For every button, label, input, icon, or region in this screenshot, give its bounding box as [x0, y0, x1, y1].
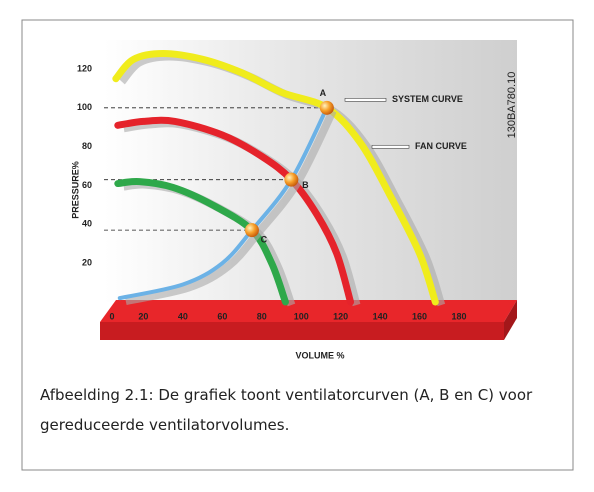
x-tick-label: 120: [333, 311, 348, 321]
point-label: C: [261, 235, 268, 245]
y-tick-label: 120: [77, 63, 92, 73]
curve: [117, 105, 329, 301]
curve: [114, 178, 289, 306]
annotation-arrow: [371, 144, 410, 149]
curve: [114, 116, 355, 306]
operating-point: [244, 223, 259, 238]
floor-side: [504, 300, 517, 340]
floor-top: [100, 300, 517, 322]
x-tick-label: 180: [451, 311, 466, 321]
x-tick-label: 140: [373, 311, 388, 321]
annotation: FAN CURVE: [415, 141, 467, 151]
annotation: SYSTEM CURVE: [392, 94, 463, 104]
y-tick-label: 40: [82, 219, 92, 229]
annotation-arrow: [344, 98, 387, 102]
x-tick-label: 80: [257, 311, 267, 321]
y-tick-label: 80: [82, 141, 92, 151]
y-tick-label: 100: [77, 102, 92, 112]
back-panel: [104, 40, 517, 302]
floor-front: [100, 322, 504, 340]
x-axis-label: VOLUME %: [295, 350, 344, 360]
curve-shadow: [124, 109, 337, 306]
y-axis-label: PRESSURE%: [70, 161, 80, 219]
point-label: A: [320, 88, 327, 98]
y-tick-label: 60: [82, 180, 92, 190]
frame: [21, 19, 574, 471]
x-tick-label: 0: [109, 311, 114, 321]
figure-id: 130BA780.10: [506, 72, 518, 139]
curve: [112, 49, 439, 306]
x-tick-label: 60: [217, 311, 227, 321]
x-tick-label: 160: [412, 311, 427, 321]
point-label: B: [302, 180, 309, 190]
y-tick-label: 20: [82, 258, 92, 268]
operating-point: [319, 100, 334, 115]
x-tick-label: 100: [294, 311, 309, 321]
operating-point: [284, 172, 299, 187]
x-tick-label: 20: [138, 311, 148, 321]
x-tick-label: 40: [178, 311, 188, 321]
caption: Afbeelding 2.1: De grafiek toont ventila…: [40, 386, 533, 434]
